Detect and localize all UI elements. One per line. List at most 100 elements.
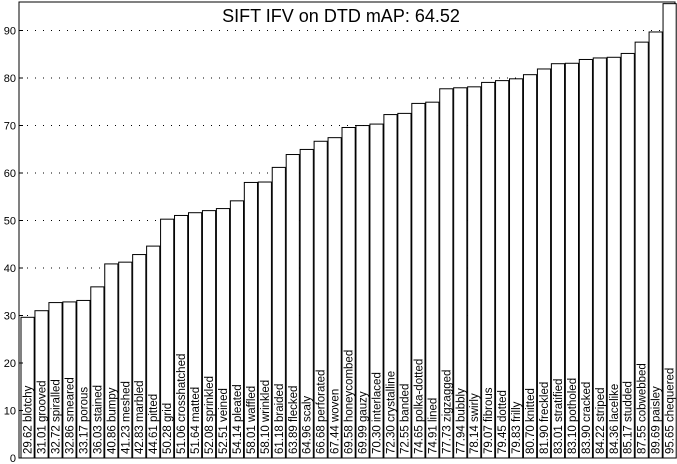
- bar-label: 69.99 gauzy: [358, 391, 370, 454]
- bar-label: 84.36 lacelike: [609, 384, 621, 454]
- bar-label: 77.73 zigzagged: [441, 370, 453, 454]
- bar: [536, 68, 552, 459]
- bar-label: 33.17 porous: [78, 387, 90, 454]
- bar-label: 51.06 crosshatched: [176, 354, 188, 454]
- bar: [467, 86, 482, 459]
- bar-label: 79.83 frilly: [511, 401, 523, 454]
- bar-label: 64.96 scaly: [302, 396, 314, 454]
- bar-label: 80.70 knitted: [525, 388, 537, 454]
- bar: [243, 181, 258, 459]
- bar: [634, 41, 649, 459]
- bar: [187, 212, 203, 459]
- bar: [550, 63, 566, 459]
- bar: [522, 74, 538, 459]
- y-tick-label: 90: [4, 26, 16, 38]
- bar-label: 44.61 pitted: [148, 394, 160, 454]
- bar: [285, 154, 300, 459]
- bar-label: 54.14 pleated: [232, 384, 244, 454]
- y-axis-ticks: 0 10 20 30 40 50 60 70 80 90: [4, 26, 23, 464]
- bar-label: 83.10 potholed: [567, 378, 579, 454]
- bar: [201, 210, 217, 459]
- bar: [160, 218, 175, 459]
- y-tick-label: 20: [4, 358, 16, 370]
- bar: [397, 112, 412, 459]
- bar-label: 87.55 cobwebbed: [637, 363, 649, 454]
- bar: [146, 245, 161, 459]
- bar-label: 69.58 honeycombed: [344, 350, 356, 454]
- bar: [229, 200, 245, 459]
- bar-label: 85.17 studded: [623, 381, 635, 454]
- bar-label: 66.68 perforated: [316, 370, 328, 454]
- bar-label: 52.08 sprinkled: [204, 376, 216, 454]
- y-tick-label: 30: [4, 311, 16, 323]
- bar-label: 29.62 blotchy: [23, 385, 35, 454]
- bar-label: 58.01 waffled: [246, 386, 258, 454]
- bar: [34, 310, 49, 459]
- bar: [76, 299, 91, 459]
- bar: [425, 101, 440, 459]
- bar-label: 74.65 polka-dotted: [413, 359, 425, 454]
- bar: [257, 181, 272, 459]
- bar: [411, 102, 426, 459]
- bar: [90, 286, 105, 459]
- bar-label: 78.14 swirly: [469, 393, 481, 454]
- bar-label: 89.69 paisley: [651, 386, 663, 454]
- bar: [564, 62, 579, 459]
- bar-label: 74.91 lined: [427, 398, 439, 454]
- bar-label: 72.55 banded: [399, 384, 411, 454]
- bar: [606, 56, 621, 459]
- bar-label: 77.94 bubbly: [455, 388, 467, 454]
- bar: [104, 263, 119, 459]
- bar-label: 40.86 bumpy: [106, 387, 118, 454]
- bar: [313, 140, 328, 459]
- bar-label: 79.45 dotted: [497, 390, 509, 454]
- bar: [509, 78, 524, 459]
- bar: [271, 166, 286, 459]
- bar-label: 95.65 chequered: [665, 368, 677, 454]
- y-tick-label: 10: [4, 406, 16, 418]
- bar: [648, 31, 663, 459]
- bar: [174, 214, 189, 459]
- chart-title: SIFT IFV on DTD mAP: 64.52: [222, 6, 460, 26]
- bar-label: 83.90 cracked: [581, 382, 593, 454]
- y-tick-label: 80: [4, 73, 16, 85]
- bar-label: 32.86 smeared: [64, 377, 76, 454]
- bar-label: 31.01 grooved: [37, 380, 49, 454]
- bar: [662, 3, 677, 459]
- bar-label: 42.83 marbled: [134, 380, 146, 454]
- bar-label: 84.22 striped: [595, 388, 607, 455]
- bar: [620, 52, 635, 459]
- bar-label: 50.28 grid: [162, 403, 174, 454]
- bar-label: 61.18 braided: [274, 384, 286, 454]
- bar: [453, 87, 468, 459]
- bar-label: 41.23 meshed: [120, 381, 132, 454]
- bar: [592, 57, 607, 459]
- y-tick-label: 70: [4, 121, 16, 133]
- bar: [299, 148, 314, 459]
- bar-label: 32.72 spiralled: [50, 379, 62, 454]
- bars: 29.62 blotchy 31.01 grooved 32.72 spiralle…: [20, 3, 677, 459]
- bar-label: 72.30 crystalline: [385, 371, 397, 454]
- y-tick-label: 40: [4, 263, 16, 275]
- bar-label: 79.07 fibrous: [483, 387, 495, 454]
- bar: [481, 81, 496, 459]
- bar: [215, 208, 231, 459]
- bar: [327, 137, 342, 459]
- bar: [383, 114, 398, 459]
- bar-label: 63.89 flecked: [288, 386, 300, 454]
- bar: [495, 80, 510, 459]
- y-tick-label: 50: [4, 216, 16, 228]
- bar-label: 81.90 freckled: [539, 382, 551, 454]
- bar-label: 52.51 veined: [218, 388, 230, 454]
- y-tick-label: 60: [4, 168, 16, 180]
- bar-label: 51.64 matted: [190, 387, 202, 454]
- bar: [132, 254, 147, 459]
- bar: [578, 58, 593, 459]
- bar: [48, 302, 63, 459]
- y-tick-label: 0: [10, 453, 16, 464]
- bar: [355, 125, 370, 459]
- bar-label: 67.44 woven: [330, 389, 342, 454]
- bar-label: 36.03 stained: [92, 385, 104, 454]
- bar: [341, 126, 356, 459]
